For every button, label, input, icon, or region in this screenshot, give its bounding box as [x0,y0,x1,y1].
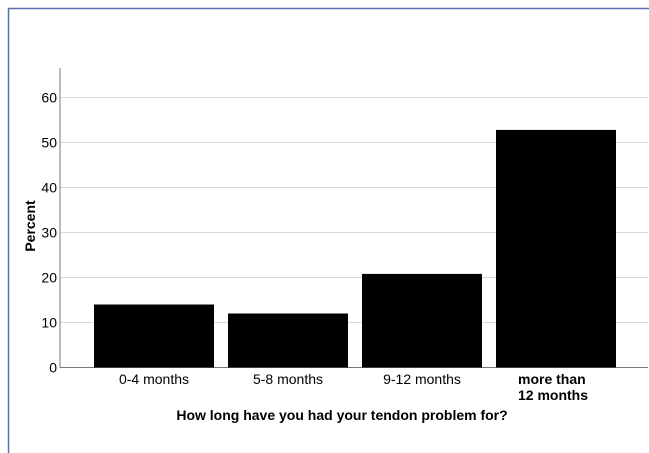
y-tick-label: 40 [41,180,57,196]
x-tick-label: 12 months [518,387,588,403]
bar [362,274,482,368]
plot-area: 0 10 20 30 40 50 60 0-4 months 5-8 months 9-12 mo… [41,68,648,403]
x-tick-label: 9-12 months [383,371,461,387]
y-tick-label: 10 [41,315,57,331]
bar [496,130,616,368]
y-tick-label: 0 [49,360,57,376]
bar [228,314,348,368]
y-tick-label: 60 [41,90,57,106]
y-tick-label: 20 [41,270,57,286]
x-tick-label: 0-4 months [119,371,189,387]
y-axis-title: Percent [22,200,38,252]
y-tick-label: 50 [41,135,57,151]
x-tick-label: more than [518,371,586,387]
bar [94,305,214,368]
x-tick-label: 5-8 months [253,371,323,387]
y-tick-label: 30 [41,225,57,241]
x-axis-title: How long have you had your tendon proble… [176,407,507,423]
